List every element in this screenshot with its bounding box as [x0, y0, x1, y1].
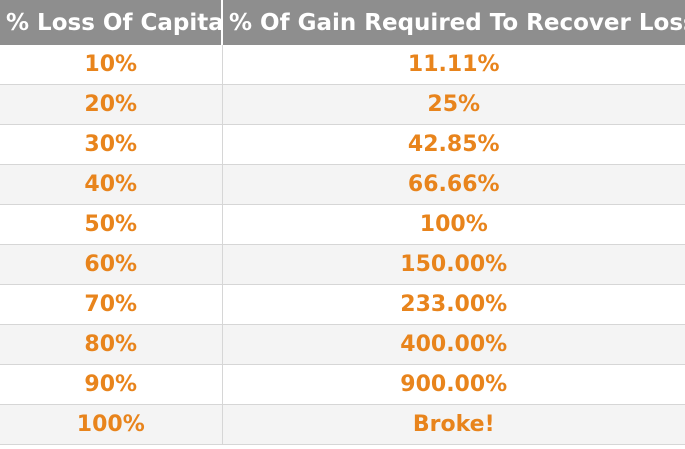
table-row: 40% 66.66%: [0, 164, 685, 205]
table-row: 10% 11.11%: [0, 45, 685, 85]
gain-required-cell: 100%: [222, 204, 685, 245]
gain-required-cell: Broke!: [222, 404, 685, 445]
loss-cell: 60%: [0, 244, 223, 285]
gain-required-cell: 150.00%: [222, 244, 685, 285]
loss-cell: 100%: [0, 404, 223, 445]
table-body: 10% 11.11% 20% 25% 30% 42.85% 40% 66.66% 50% 100%…: [0, 45, 685, 445]
table-row: 80% 400.00%: [0, 324, 685, 365]
table-row: 20% 25%: [0, 84, 685, 125]
header-loss-of-capital: % Loss Of Capital: [0, 0, 223, 45]
loss-cell: 70%: [0, 284, 223, 325]
table-row: 30% 42.85%: [0, 124, 685, 165]
header-row: % Loss Of Capital % Of Gain Required To …: [0, 0, 685, 45]
gain-required-cell: 400.00%: [222, 324, 685, 365]
table-row: 90% 900.00%: [0, 364, 685, 405]
header-gain-required: % Of Gain Required To Recover Loss: [222, 0, 685, 45]
gain-required-cell: 25%: [222, 84, 685, 125]
table-row: 60% 150.00%: [0, 244, 685, 285]
table-row: 70% 233.00%: [0, 284, 685, 325]
gain-required-cell: 66.66%: [222, 164, 685, 205]
loss-cell: 30%: [0, 124, 223, 165]
loss-cell: 10%: [0, 45, 223, 85]
loss-cell: 50%: [0, 204, 223, 245]
loss-cell: 20%: [0, 84, 223, 125]
gain-required-cell: 233.00%: [222, 284, 685, 325]
gain-required-cell: 42.85%: [222, 124, 685, 165]
loss-cell: 40%: [0, 164, 223, 205]
table-header: % Loss Of Capital % Of Gain Required To …: [0, 0, 685, 45]
gain-required-cell: 11.11%: [222, 45, 685, 85]
loss-cell: 90%: [0, 364, 223, 405]
table-row: 50% 100%: [0, 204, 685, 245]
table-row: 100% Broke!: [0, 404, 685, 445]
loss-cell: 80%: [0, 324, 223, 365]
gain-required-cell: 900.00%: [222, 364, 685, 405]
